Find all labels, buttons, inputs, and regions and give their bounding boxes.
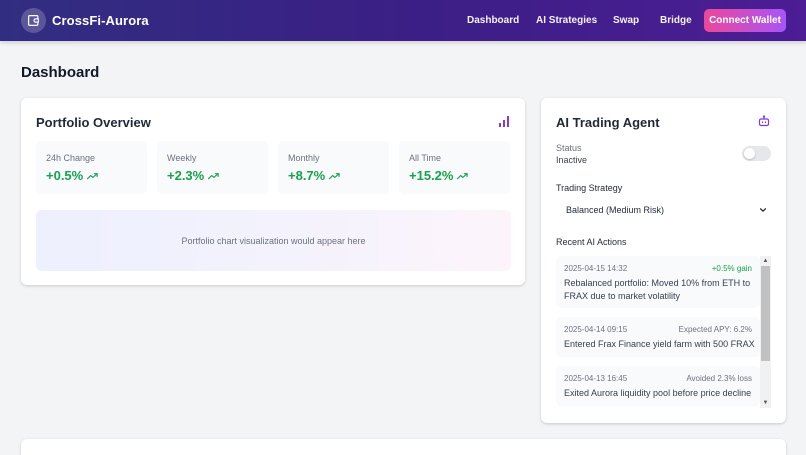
scroll-down-arrow-icon[interactable]: ▼	[762, 400, 769, 406]
nav-link-bridge[interactable]: Bridge	[660, 15, 692, 26]
portfolio-overview-card: Portfolio Overview 24h Change +0.5% Week…	[21, 98, 525, 285]
trend-up-icon	[457, 172, 469, 179]
action-item: 2025-04-14 09:15 Expected APY: 6.2% Ente…	[556, 317, 760, 357]
page-title: Dashboard	[21, 64, 100, 81]
logo[interactable]	[21, 8, 46, 33]
action-result: +0.5% gain	[711, 264, 752, 273]
action-timestamp: 2025-04-13 16:45	[564, 374, 628, 383]
action-timestamp: 2025-04-14 09:15	[564, 325, 628, 334]
ai-agent-title: AI Trading Agent	[556, 115, 660, 130]
stat-value: +2.3%	[167, 168, 219, 183]
trading-strategy-label: Trading Strategy	[556, 183, 623, 193]
action-result: Expected APY: 6.2%	[678, 325, 752, 334]
scrollbar-thumb[interactable]	[761, 266, 770, 361]
stat-value-text: +0.5%	[46, 168, 84, 183]
brand-name[interactable]: CrossFi-Aurora	[52, 13, 149, 28]
action-item: 2025-04-13 16:45 Avoided 2.3% loss Exite…	[556, 366, 760, 406]
stat-label: All Time	[409, 153, 442, 163]
action-timestamp: 2025-04-15 14:32	[564, 264, 628, 273]
nav-link-ai-strategies[interactable]: AI Strategies	[536, 15, 598, 26]
stat-card-24h: 24h Change +0.5%	[36, 141, 147, 194]
bar-chart-icon[interactable]	[499, 116, 509, 127]
trading-strategy-select[interactable]: Balanced (Medium Risk)	[556, 200, 772, 220]
trend-up-icon	[87, 172, 98, 179]
portfolio-overview-title: Portfolio Overview	[36, 115, 151, 130]
portfolio-chart-placeholder: Portfolio chart visualization would appe…	[36, 210, 511, 271]
action-description: Entered Frax Finance yield farm with 500…	[564, 339, 755, 349]
stat-value-text: +15.2%	[409, 168, 454, 183]
top-navbar: CrossFi-Aurora Dashboard AI Strategies S…	[0, 0, 806, 41]
stat-card-weekly: Weekly +2.3%	[157, 141, 268, 194]
action-description: Exited Aurora liquidity pool before pric…	[564, 388, 752, 398]
toggle-knob	[744, 148, 755, 159]
agent-active-toggle[interactable]	[742, 146, 771, 161]
ai-trading-agent-card: AI Trading Agent Status Inactive Trading…	[541, 98, 786, 423]
bottom-card	[21, 439, 786, 455]
stat-value-text: +2.3%	[167, 168, 205, 183]
stat-value-text: +8.7%	[288, 168, 326, 183]
connect-wallet-button[interactable]: Connect Wallet	[704, 9, 786, 32]
chart-placeholder-text: Portfolio chart visualization would appe…	[181, 235, 366, 246]
stat-value: +0.5%	[46, 168, 98, 183]
status-value: Inactive	[556, 155, 588, 165]
recent-ai-actions-label: Recent AI Actions	[556, 237, 627, 247]
robot-icon[interactable]	[758, 115, 770, 127]
chevron-down-icon	[759, 208, 767, 212]
nav-link-swap[interactable]: Swap	[613, 15, 640, 26]
stat-label: Weekly	[167, 153, 197, 163]
selected-strategy: Balanced (Medium Risk)	[566, 205, 665, 215]
recent-actions-list[interactable]: 2025-04-15 14:32 +0.5% gain Rebalanced p…	[556, 256, 771, 408]
scroll-up-arrow-icon[interactable]: ▲	[762, 258, 769, 264]
stat-card-monthly: Monthly +8.7%	[278, 141, 389, 194]
stat-value: +8.7%	[288, 168, 340, 183]
actions-scrollbar[interactable]: ▲ ▼	[760, 256, 771, 408]
action-item: 2025-04-15 14:32 +0.5% gain Rebalanced p…	[556, 256, 760, 308]
nav-link-dashboard[interactable]: Dashboard	[467, 15, 520, 26]
action-result: Avoided 2.3% loss	[686, 374, 752, 383]
wallet-icon	[28, 15, 39, 26]
trend-up-icon	[329, 172, 340, 179]
action-description: Rebalanced portfolio: Moved 10% from ETH…	[564, 278, 751, 301]
stat-label: Monthly	[288, 153, 320, 163]
stat-card-all-time: All Time +15.2%	[399, 141, 510, 194]
status-label: Status	[556, 143, 582, 153]
stat-value: +15.2%	[409, 168, 469, 183]
stat-label: 24h Change	[46, 153, 96, 163]
trend-up-icon	[208, 172, 219, 179]
